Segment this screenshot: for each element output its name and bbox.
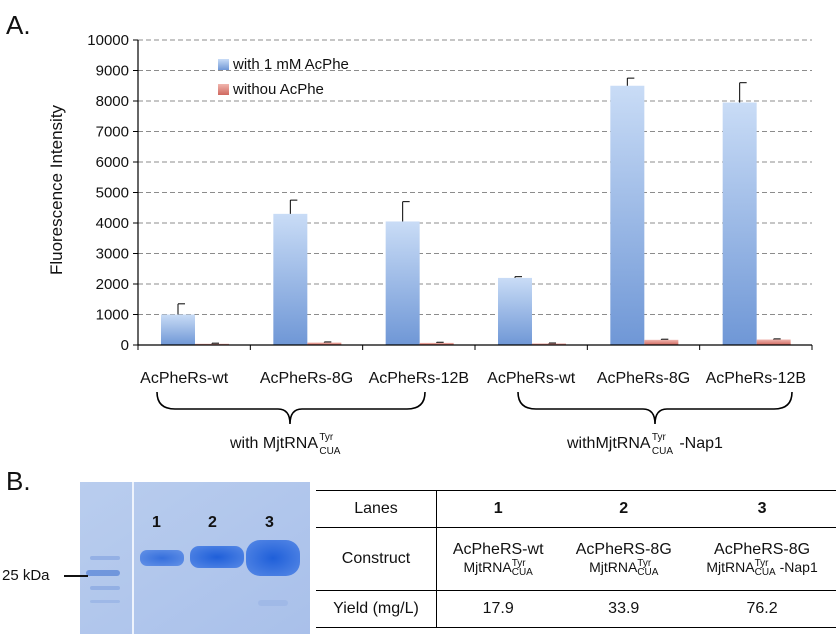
y-tick-label: 2000 <box>96 276 129 293</box>
construct-trna: MjtRNA <box>463 558 512 575</box>
lane-header-3: 3 <box>688 490 836 528</box>
bar-chart: 0 1000 2000 3000 4000 5000 6000 7000 8000 9000 100… <box>47 32 813 457</box>
bar-without-acphe <box>756 339 791 345</box>
trna-superscript: Tyr <box>511 558 526 570</box>
y-tick-label: 0 <box>121 337 129 354</box>
lane-header-1: 1 <box>436 490 560 528</box>
x-tick-label: AcPheRs-8G <box>260 370 353 387</box>
yield-row: Yield (mg/L) 17.9 33.9 76.2 <box>316 590 836 628</box>
yield-table: Lanes 1 2 3 Construct AcPheRS-wt MjtRNA T… <box>316 490 836 628</box>
y-tick-label: 7000 <box>96 124 129 141</box>
y-tick-label: 6000 <box>96 154 129 171</box>
bar-with-acphe <box>385 221 420 345</box>
bar-without-acphe <box>532 343 566 345</box>
construct-enzyme: AcPheRS-8G <box>714 540 811 558</box>
y-tick-label: 4000 <box>96 215 129 232</box>
y-tick-label: 9000 <box>96 63 129 80</box>
group-label-superscript: Tyr <box>319 432 334 443</box>
trna-subscript: CUA <box>637 567 659 579</box>
panel-b-label: B. <box>6 466 31 496</box>
bar-with-acphe <box>273 213 308 345</box>
panel-a-label: A. <box>6 10 31 40</box>
trna-subscript: CUA <box>511 567 533 579</box>
group-label-superscript: Tyr <box>652 432 667 443</box>
construct-trna: MjtRNA <box>589 558 638 575</box>
construct-trna: MjtRNA <box>706 558 755 575</box>
construct-cell-3: AcPheRS-8G MjtRNA Tyr CUA -Nap1 <box>688 527 836 591</box>
bar-with-acphe <box>722 102 757 346</box>
yield-value-1: 17.9 <box>436 590 560 628</box>
bar-with-acphe <box>161 314 195 345</box>
legend-swatch <box>218 84 229 95</box>
bar-without-acphe <box>644 339 679 345</box>
group-bracket <box>156 391 426 425</box>
group-bracket <box>517 391 793 425</box>
lane-header-2: 2 <box>559 490 689 528</box>
lanes-header: Lanes <box>316 490 437 528</box>
y-tick-label: 5000 <box>96 185 129 202</box>
trna-superscript: Tyr <box>637 558 652 570</box>
marker-label: 25 kDa <box>2 567 50 584</box>
sds-page-gel <box>80 482 310 634</box>
construct-header: Construct <box>316 527 437 591</box>
gel-lane-label-1: 1 <box>152 514 161 531</box>
x-tick-label: AcPheRs-12B <box>706 370 807 387</box>
x-tick-label: AcPheRs-wt <box>140 370 229 387</box>
x-tick-label: AcPheRs-wt <box>487 370 576 387</box>
y-tick-label: 10000 <box>87 32 129 49</box>
group-label: with MjtRNA <box>229 435 318 452</box>
legend-swatch <box>218 59 229 70</box>
x-tick-label: AcPheRs-12B <box>369 370 470 387</box>
yield-header: Yield (mg/L) <box>316 590 437 628</box>
construct-enzyme: AcPheRS-wt <box>452 540 544 558</box>
group-label-subscript: CUA <box>652 446 673 457</box>
bar-with-acphe <box>610 85 645 345</box>
yield-value-3: 76.2 <box>688 590 836 628</box>
group-label: withMjtRNA <box>566 435 651 452</box>
construct-enzyme: AcPheRS-8G <box>575 540 672 558</box>
bar-without-acphe <box>195 343 229 345</box>
construct-cell-2: AcPheRS-8G MjtRNA Tyr CUA <box>559 527 689 591</box>
bar-without-acphe <box>419 342 454 345</box>
construct-suffix: -Nap1 <box>775 558 818 575</box>
table-header-row: Lanes 1 2 3 <box>316 490 836 528</box>
marker-tick <box>64 575 88 577</box>
bar-without-acphe <box>307 342 342 345</box>
group-label-suffix: -Nap1 <box>679 435 723 452</box>
legend-label: with 1 mM AcPhe <box>232 56 349 73</box>
y-tick-label: 8000 <box>96 93 129 110</box>
group-label-subscript: CUA <box>319 446 340 457</box>
construct-cell-1: AcPheRS-wt MjtRNA Tyr CUA <box>436 527 560 591</box>
y-tick-label: 1000 <box>96 307 129 324</box>
yield-value-2: 33.9 <box>559 590 689 628</box>
legend-label: withou AcPhe <box>232 81 324 98</box>
y-tick-label: 3000 <box>96 246 129 263</box>
bar-with-acphe <box>498 277 532 345</box>
trna-subscript: CUA <box>754 567 776 579</box>
y-axis-title: Fluorescence Intensity <box>47 104 66 275</box>
gel-lane-label-3: 3 <box>265 514 274 531</box>
trna-superscript: Tyr <box>754 558 769 570</box>
construct-row: Construct AcPheRS-wt MjtRNA Tyr CUA AcPheR… <box>316 527 836 591</box>
x-tick-label: AcPheRs-8G <box>597 370 690 387</box>
gel-lane-label-2: 2 <box>208 514 217 531</box>
